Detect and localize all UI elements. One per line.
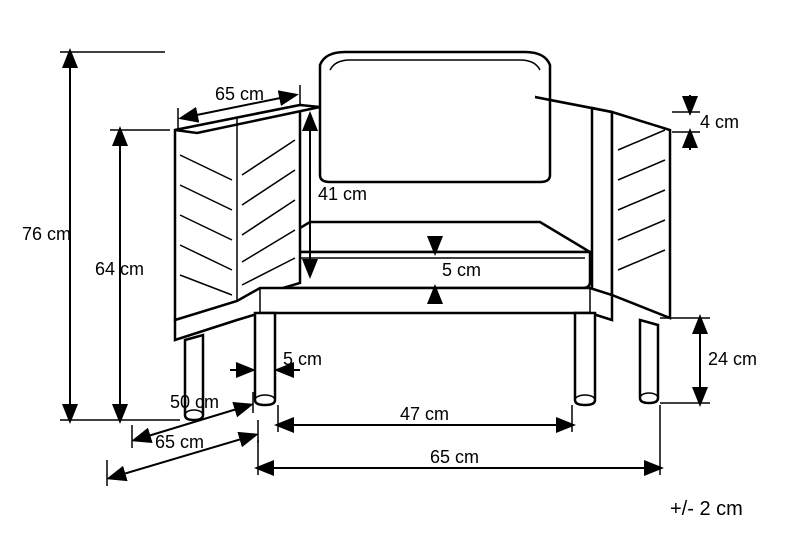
label-arm-height: 64 cm (95, 259, 144, 279)
dim-arm-height: 64 cm (95, 130, 170, 420)
dim-side-depth-total: 65 cm (107, 420, 258, 486)
label-seat-front-width: 47 cm (400, 404, 449, 424)
dimension-diagram: 76 cm 64 cm 65 cm 41 cm 4 cm 5 cm 5 cm (0, 0, 800, 533)
dim-base-front-width: 65 cm (258, 405, 660, 475)
label-seat-thickness: 5 cm (442, 260, 481, 280)
dim-seat-front-width: 47 cm (278, 404, 572, 432)
label-leg-height: 24 cm (708, 349, 757, 369)
label-leg-thickness: 5 cm (283, 349, 322, 369)
label-panel-height: 41 cm (318, 184, 367, 204)
tolerance-label: +/- 2 cm (670, 498, 743, 520)
chair-drawing (175, 52, 670, 420)
label-base-front-width: 65 cm (430, 447, 479, 467)
dim-leg-height: 24 cm (660, 318, 757, 403)
label-side-depth-inner: 50 cm (170, 392, 219, 412)
dim-arm-thickness: 4 cm (672, 95, 739, 150)
label-top-width: 65 cm (215, 84, 264, 104)
label-total-height: 76 cm (22, 224, 71, 244)
label-side-depth-total: 65 cm (155, 432, 204, 452)
label-arm-thickness: 4 cm (700, 112, 739, 132)
dim-total-height: 76 cm (22, 52, 180, 420)
